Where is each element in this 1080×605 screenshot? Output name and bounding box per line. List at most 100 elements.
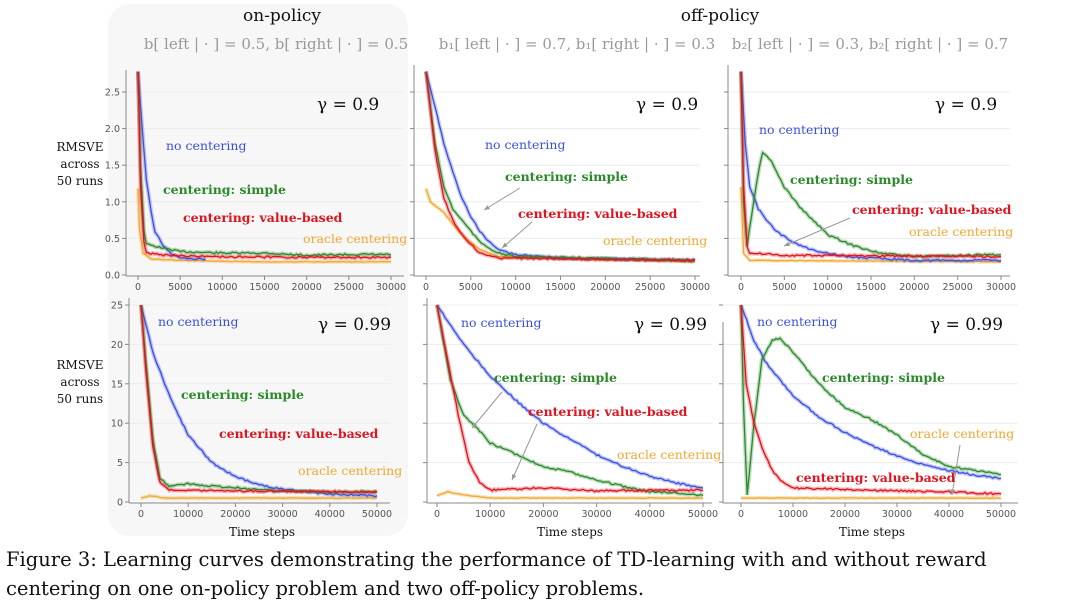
series-line-centering-value-based [740, 304, 1002, 496]
annotation-arrow [501, 221, 533, 249]
gamma-annotation: γ = 0.9 [935, 95, 997, 115]
y-tick-label: 0.0 [105, 271, 120, 282]
series-label-centering-simple: centering: simple [494, 370, 617, 385]
x-tick-label: 10000 [813, 282, 843, 293]
y-label-line: RMSVE [56, 358, 104, 372]
series-line-no-centering [740, 304, 1002, 480]
x-tick-label: 0 [434, 509, 440, 520]
x-tick-label: 50000 [362, 509, 392, 520]
x-tick-label: 30000 [986, 282, 1016, 293]
series-label-oracle-centering: oracle centering [603, 233, 707, 248]
y-tick-label: 10 [111, 419, 123, 430]
x-tick-label: 20000 [528, 509, 558, 520]
series-label-oracle-centering: oracle centering [910, 426, 1014, 441]
x-tick-label: 5000 [772, 282, 796, 293]
series-line-oracle-centering [740, 187, 1001, 263]
series-label-no-centering: no centering [759, 122, 839, 137]
x-tick-label: 40000 [635, 509, 665, 520]
arrow-head [484, 205, 490, 210]
y-tick-label: 0.5 [105, 234, 120, 245]
series-line-no-centering [740, 71, 1002, 262]
on-policy-background [108, 4, 408, 536]
annotation-arrow [483, 187, 521, 211]
x-tick-label: 30000 [680, 282, 710, 293]
series-label-centering-value-based: centering: value-based [518, 206, 678, 221]
y-label-line: across [60, 157, 100, 171]
series-label-centering-simple: centering: simple [790, 172, 913, 187]
series-label-centering-simple: centering: simple [163, 182, 286, 197]
y-label-line: across [60, 375, 100, 389]
y-tick-label: 25 [111, 301, 123, 312]
series-line-oracle-centering [741, 497, 1002, 500]
x-tick-label: 0 [423, 282, 429, 293]
y-label-line: 50 runs [56, 392, 104, 406]
series-label-centering-value-based: centering: value-based [852, 202, 1012, 217]
y-axis-label-top: RMSVE across 50 runs [50, 139, 110, 190]
series-line-centering-simple [425, 71, 696, 262]
series-line-centering-value-based [425, 71, 696, 262]
series-label-no-centering: no centering [757, 314, 837, 329]
arrow-head [502, 242, 508, 248]
series-label-centering-simple: centering: simple [505, 169, 628, 184]
series-line-centering-simple [137, 71, 392, 257]
x-tick-label: 30000 [581, 509, 611, 520]
x-tick-label: 10000 [173, 509, 203, 520]
x-tick-label: 30000 [882, 509, 912, 520]
x-tick-label: 25000 [334, 282, 364, 293]
x-tick-label: 25000 [635, 282, 665, 293]
series-line-oracle-centering [436, 490, 703, 500]
x-tick-label: 50000 [688, 509, 718, 520]
y-tick-label: 5 [117, 458, 123, 469]
series-label-centering-value-based: centering: value-based [183, 210, 343, 225]
y-label-line: 50 runs [56, 174, 104, 188]
x-tick-label: 50000 [986, 509, 1016, 520]
x-tick-label: 25000 [943, 282, 973, 293]
x-tick-label: 10000 [207, 282, 237, 293]
series-label-oracle-centering: oracle centering [617, 447, 721, 462]
series-line-no-centering [140, 304, 378, 498]
series-label-oracle-centering: oracle centering [909, 224, 1013, 239]
series-label-no-centering: no centering [461, 315, 541, 330]
y-tick-label: 2.0 [105, 124, 120, 135]
series-label-centering-simple: centering: simple [822, 370, 945, 385]
arrow-head [512, 474, 517, 480]
x-tick-label: 5000 [459, 282, 483, 293]
series-line-no-centering [137, 71, 206, 261]
series-label-centering-value-based: centering: value-based [796, 470, 956, 485]
series-label-oracle-centering: oracle centering [303, 231, 407, 246]
series-line-centering-value-based [137, 71, 392, 259]
y-tick-label: 1.0 [105, 197, 120, 208]
annotation-arrow [783, 217, 851, 247]
x-tick-label: 20000 [899, 282, 929, 293]
x-tick-label: 20000 [590, 282, 620, 293]
x-tick-label: 10000 [475, 509, 505, 520]
gamma-annotation: γ = 0.99 [930, 315, 1003, 335]
subtitle-3: b₂[ left | · ] = 0.3, b₂[ right | · ] = … [731, 35, 1009, 53]
x-tick-label: 20000 [220, 509, 250, 520]
subtitle-2: b₁[ left | · ] = 0.7, b₁[ right | · ] = … [438, 35, 716, 53]
series-line-centering-simple [740, 304, 1002, 495]
caption-line-2: centering on one on-policy problem and t… [6, 577, 645, 600]
y-label-line: RMSVE [56, 140, 104, 154]
x-tick-label: 30000 [376, 282, 406, 293]
series-line-centering-value-based [140, 304, 378, 494]
gamma-annotation: γ = 0.9 [636, 95, 698, 115]
annotation-arrow [951, 444, 961, 496]
series-label-oracle-centering: oracle centering [298, 463, 402, 478]
annotation-arrow [511, 423, 538, 481]
series-line-centering-value-based [436, 304, 704, 493]
x-tick-label: 40000 [934, 509, 964, 520]
x-tick-label: 40000 [315, 509, 345, 520]
arrow-head [472, 422, 478, 428]
x-tick-label: 0 [135, 282, 141, 293]
x-tick-label: 15000 [856, 282, 886, 293]
gamma-annotation: γ = 0.99 [318, 315, 391, 335]
x-axis-label-3: Time steps [838, 525, 906, 539]
y-tick-label: 20 [111, 340, 123, 351]
caption-line-1: Figure 3: Learning curves demonstrating … [6, 548, 987, 571]
gamma-annotation: γ = 0.99 [634, 315, 707, 335]
on-policy-header: on-policy [242, 6, 322, 26]
subtitle-1: b[ left | · ] = 0.5, b[ right | · ] = 0.… [143, 35, 409, 53]
series-label-no-centering: no centering [158, 314, 238, 329]
